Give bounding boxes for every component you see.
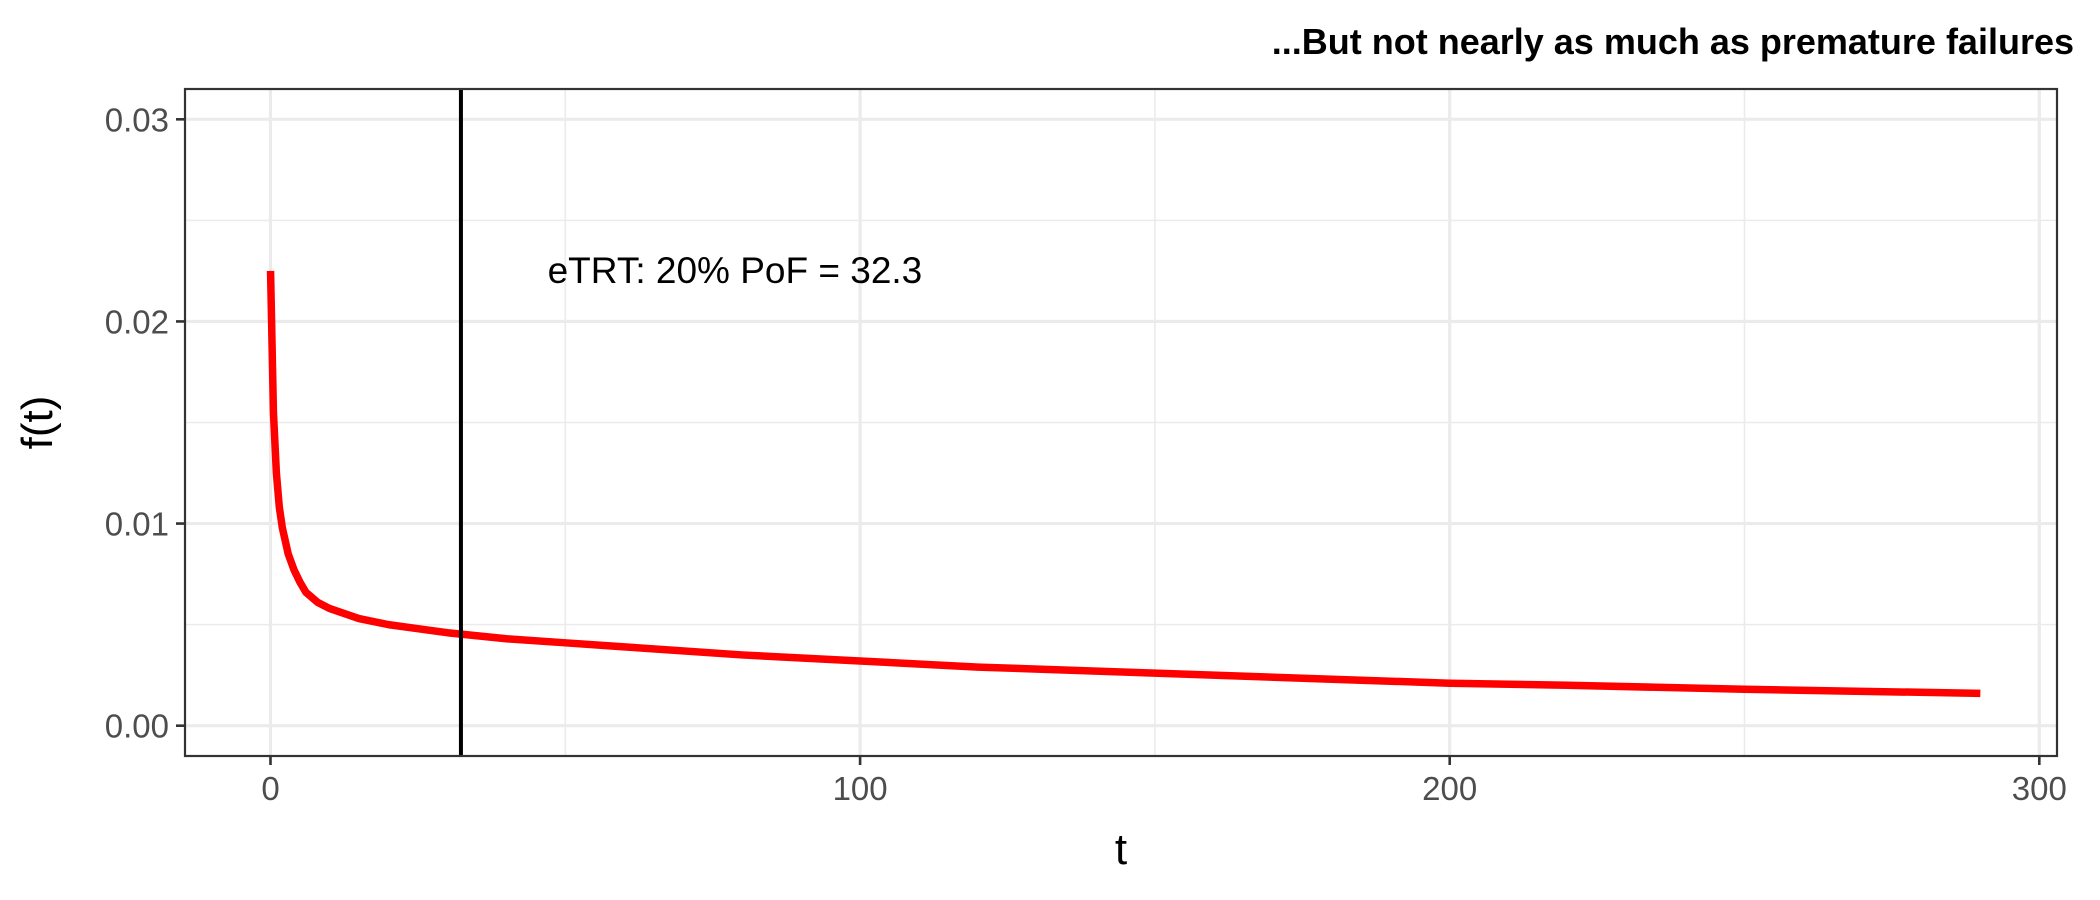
density-curve <box>266 270 1981 698</box>
x-axis-title: t <box>1115 825 1127 874</box>
x-tick-label: 300 <box>2012 770 2067 807</box>
y-tick-label: 0.00 <box>105 708 169 745</box>
x-tick-label: 100 <box>833 770 888 807</box>
minor-gridlines <box>185 89 2057 756</box>
x-tick-label: 0 <box>261 770 279 807</box>
series-layer <box>266 270 1981 698</box>
major-gridlines <box>185 89 2057 756</box>
x-axis: 0 100 200 300 <box>261 756 2067 807</box>
y-tick-label: 0.02 <box>105 303 169 340</box>
x-tick-label: 200 <box>1422 770 1477 807</box>
panel-border <box>183 87 2059 758</box>
plot-panel: eTRT: 20% PoF = 32.3 <box>183 87 2059 758</box>
y-tick-label: 0.03 <box>105 101 169 138</box>
y-axis: 0.00 0.01 0.02 0.03 <box>105 101 185 745</box>
y-tick-label: 0.01 <box>105 506 169 543</box>
threshold-annotation: eTRT: 20% PoF = 32.3 <box>548 250 923 291</box>
chart-title: ...But not nearly as much as premature f… <box>1272 21 2074 62</box>
y-axis-title: f(t) <box>13 396 62 450</box>
